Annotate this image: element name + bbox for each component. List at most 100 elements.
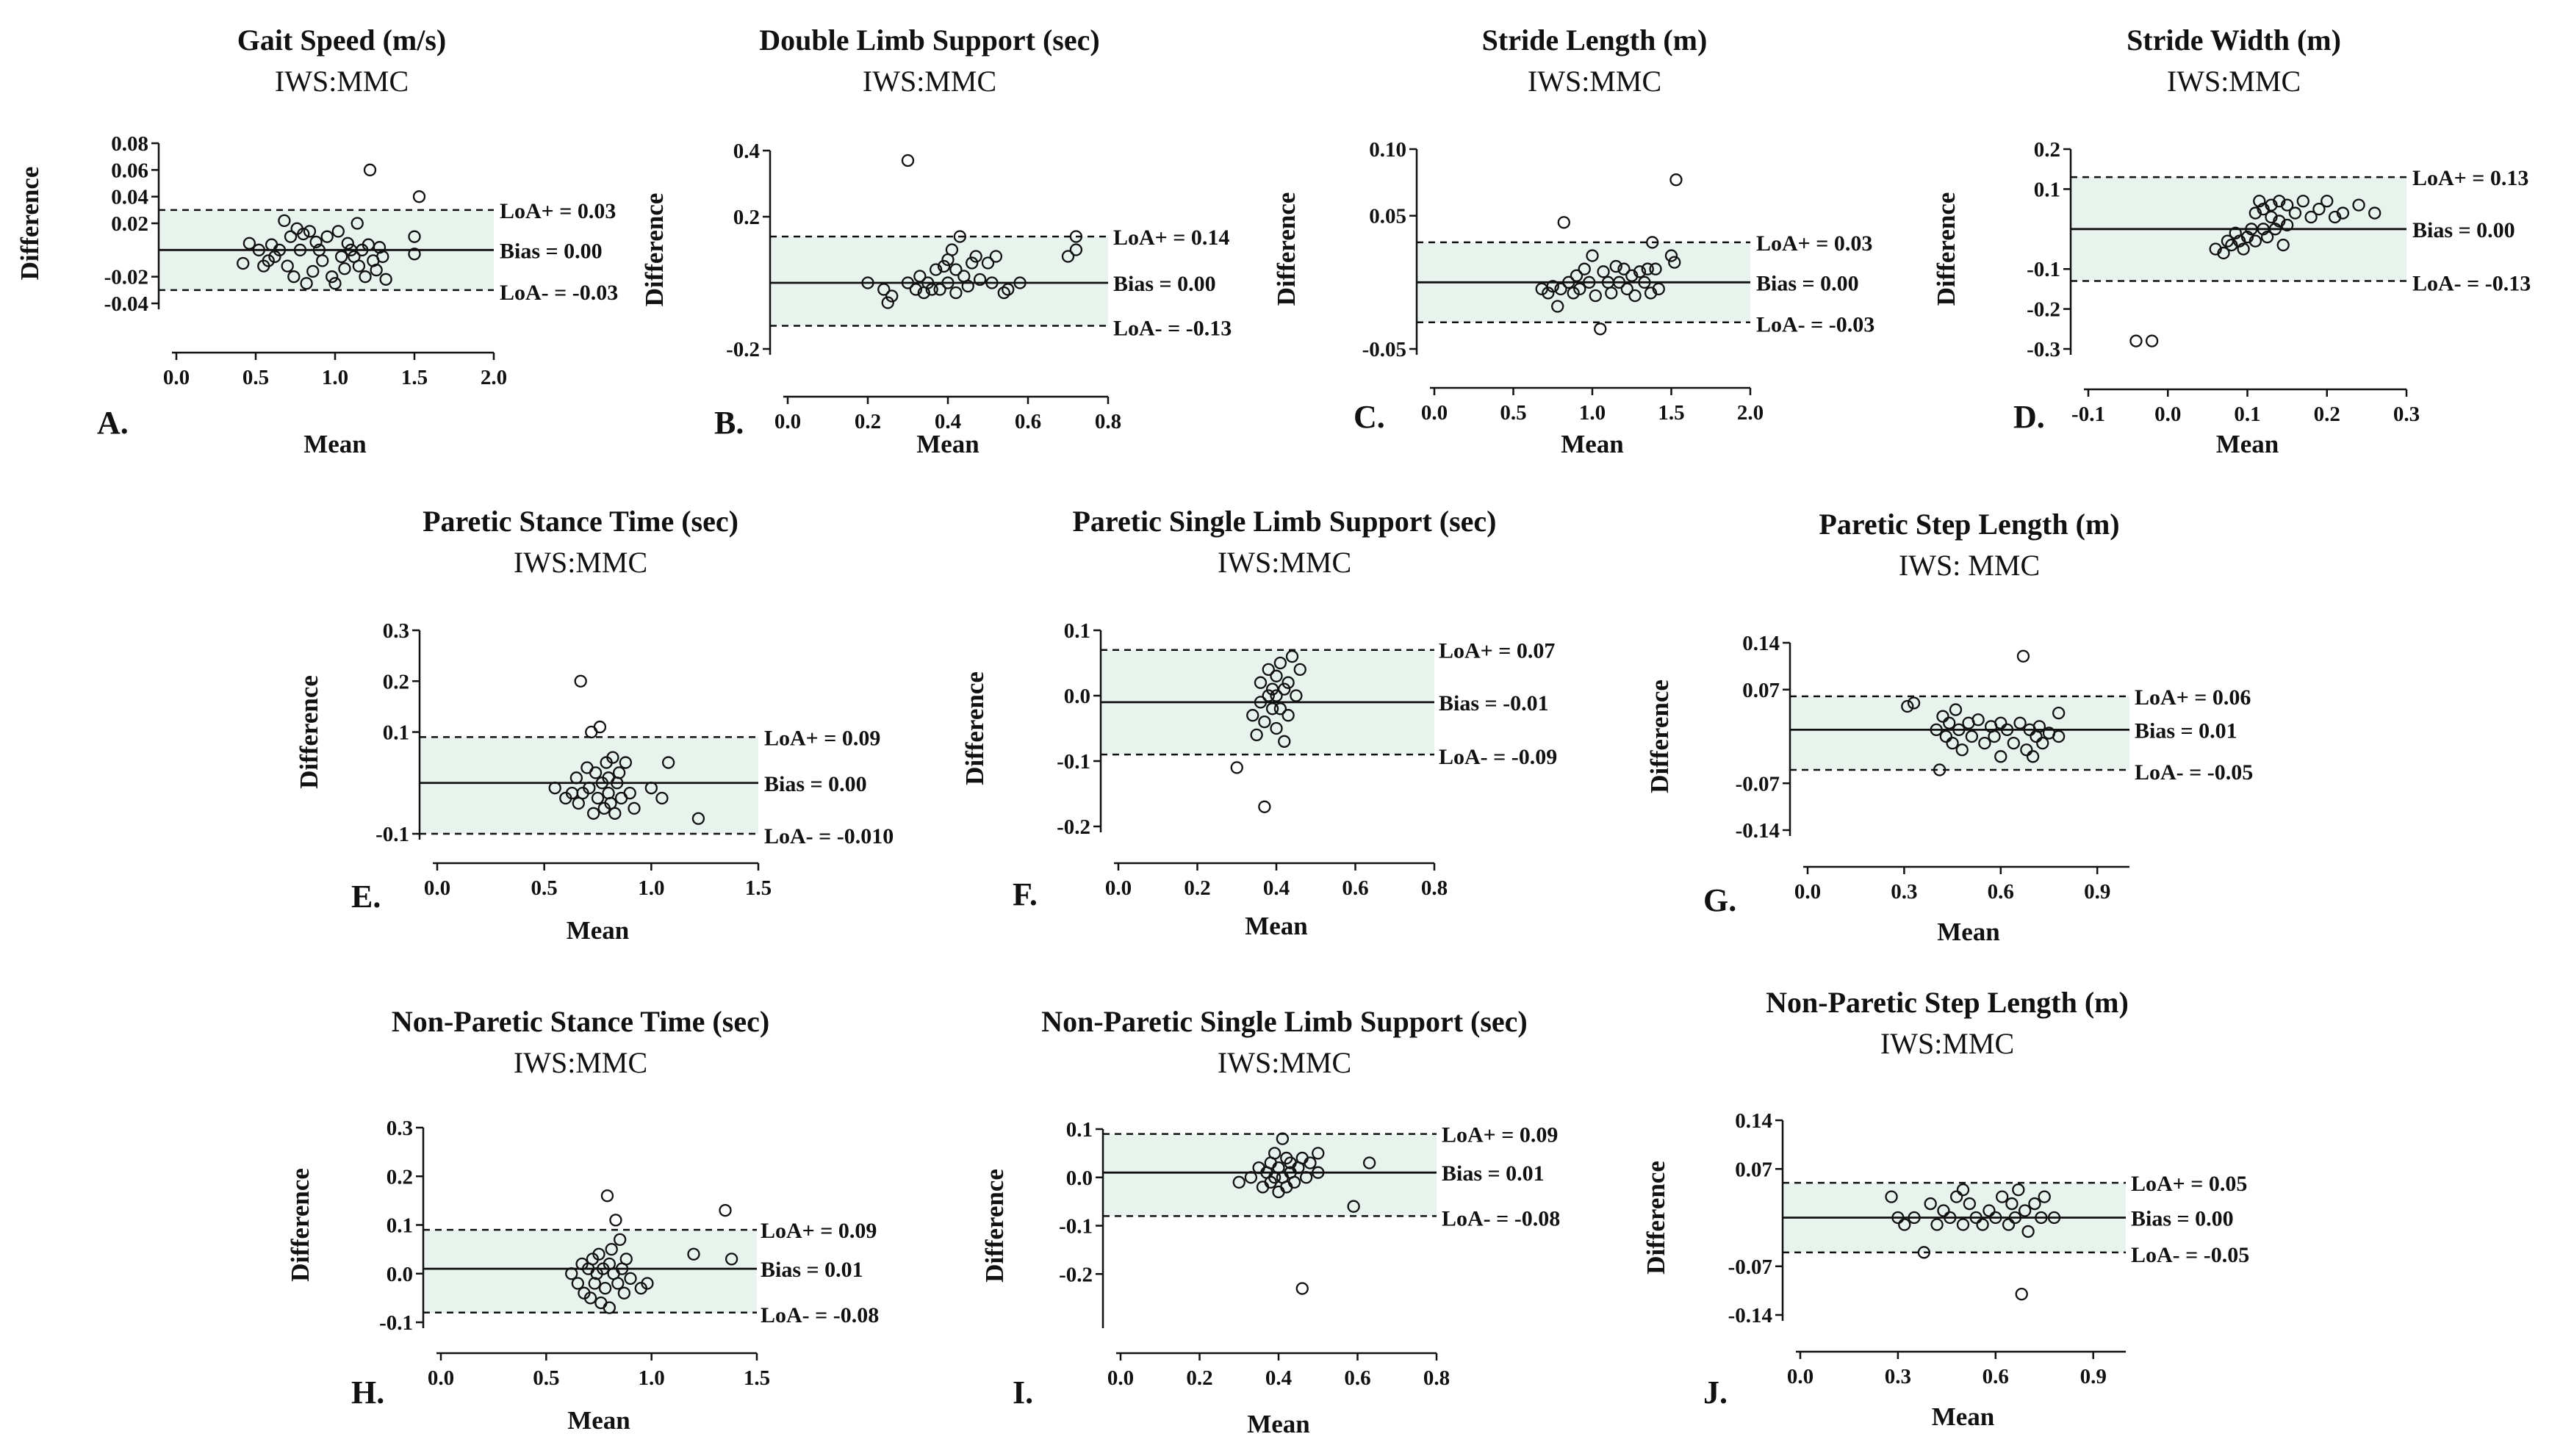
data-point <box>1668 256 1681 269</box>
x-tick-label: 0.0 <box>2154 403 2181 426</box>
panel-d: Stride Width (m) IWS:MMC -0.3 -0.2 -0.1 0.1 0.… <box>1932 24 2531 458</box>
y-tick-label: -0.05 <box>1362 338 1406 361</box>
x-tick-label: 1.0 <box>638 876 664 900</box>
data-point <box>1989 1211 2002 1225</box>
data-point <box>612 766 626 779</box>
data-point <box>2035 1211 2048 1225</box>
panel-subtitle: IWS:MMC <box>514 546 647 579</box>
y-tick-label: 0.04 <box>111 186 148 209</box>
agreement-band <box>1790 696 2129 771</box>
loa-upper-label: LoA+ = 0.09 <box>761 1219 877 1243</box>
data-point <box>1270 689 1283 702</box>
x-tick-label: 0.4 <box>1263 876 1290 900</box>
x-axis-label: Mean <box>1937 918 2000 946</box>
x-tick-label: 0.0 <box>163 366 190 389</box>
data-point <box>1937 1204 1950 1217</box>
x-tick-label: 0.3 <box>1891 880 1917 904</box>
bias-label: Bias = 0.00 <box>1756 271 1859 295</box>
panel-h: Non-Paretic Stance Time (sec) IWS:MMC -0.1… <box>286 1005 879 1435</box>
loa-upper-label: LoA+ = 0.14 <box>1113 226 1229 250</box>
bias-label: Bias = 0.00 <box>1113 272 1216 296</box>
data-point <box>1917 1246 1930 1259</box>
y-axis-label: Difference <box>15 167 44 281</box>
x-tick-label: 0.0 <box>1421 401 1448 425</box>
data-point <box>1956 1183 1970 1197</box>
data-point <box>1282 709 1295 722</box>
data-point <box>1641 262 1654 275</box>
data-point <box>881 296 894 309</box>
data-point <box>933 283 946 296</box>
data-point <box>1312 1166 1325 1179</box>
x-tick-label: 0.3 <box>2393 403 2420 426</box>
data-point <box>949 286 963 300</box>
data-point <box>334 250 348 264</box>
panel-letter: B. <box>714 405 744 441</box>
loa-upper-label: LoA+ = 0.09 <box>764 726 880 750</box>
data-point <box>2145 334 2159 347</box>
agreement-band <box>770 237 1108 326</box>
loa-upper-label: LoA+ = 0.09 <box>1442 1123 1558 1147</box>
x-tick-label: 1.0 <box>639 1366 665 1390</box>
x-tick-label: 1.0 <box>322 366 348 389</box>
data-point <box>412 190 426 203</box>
x-tick-label: 0.6 <box>1983 1365 2009 1388</box>
data-point <box>2321 195 2334 208</box>
y-tick-label: -0.2 <box>1059 1263 1093 1286</box>
data-point <box>303 225 317 238</box>
data-point <box>1612 275 1626 289</box>
x-tick-label: 1.5 <box>745 876 772 900</box>
data-point <box>1644 286 1658 300</box>
panel-title: Gait Speed (m/s) <box>237 24 446 57</box>
data-point <box>885 289 899 303</box>
loa-lower-label: LoA- = -0.03 <box>500 281 618 305</box>
y-tick-label: -0.2 <box>2027 298 2060 322</box>
data-point <box>306 264 320 278</box>
data-point <box>1254 676 1268 689</box>
data-point <box>1573 282 1586 296</box>
data-point <box>1983 1204 1996 1217</box>
data-point <box>1933 763 1946 776</box>
agreement-band <box>423 1230 757 1313</box>
data-point <box>1312 1147 1325 1160</box>
panel-title: Non-Paretic Step Length (m) <box>1766 986 2129 1019</box>
data-point <box>2280 198 2294 212</box>
x-tick-label: 0.4 <box>935 410 961 433</box>
x-tick-label: -0.1 <box>2071 403 2105 426</box>
data-point <box>921 276 935 289</box>
x-axis-label: Mean <box>2216 430 2279 458</box>
y-axis-label: Difference <box>286 1168 314 1282</box>
data-point <box>1617 262 1631 275</box>
data-point <box>644 782 658 795</box>
panel-subtitle: IWS:MMC <box>863 65 996 98</box>
data-point <box>2021 1225 2035 1239</box>
data-point <box>328 277 342 290</box>
y-tick-label: 0.2 <box>2034 138 2060 162</box>
x-tick-label: 0.5 <box>531 876 558 900</box>
data-point <box>293 243 307 256</box>
x-tick-label: 2.0 <box>481 366 507 389</box>
data-point <box>571 1277 584 1290</box>
data-point <box>589 766 603 779</box>
data-point <box>1567 286 1580 300</box>
x-tick-label: 0.8 <box>1421 876 1448 900</box>
panel-subtitle: IWS:MMC <box>1218 546 1351 579</box>
x-tick-label: 0.9 <box>2084 880 2110 904</box>
panel-subtitle: IWS: MMC <box>1899 549 2040 582</box>
data-point <box>1273 702 1287 716</box>
y-tick-label: -0.02 <box>104 266 148 289</box>
data-point <box>687 1247 700 1261</box>
y-tick-label: -0.1 <box>379 1311 413 1335</box>
x-tick-label: 0.2 <box>855 410 881 433</box>
data-point <box>1939 729 1952 743</box>
data-point <box>273 243 287 256</box>
data-point <box>997 286 1010 300</box>
data-point <box>606 751 619 764</box>
y-tick-label: -0.1 <box>1059 1215 1093 1239</box>
data-point <box>608 807 622 820</box>
x-tick-label: 0.8 <box>1095 410 1121 433</box>
data-point <box>2352 198 2365 212</box>
data-point <box>1594 322 1607 336</box>
panel-subtitle: IWS:MMC <box>1218 1046 1351 1079</box>
x-tick-label: 1.5 <box>401 366 428 389</box>
